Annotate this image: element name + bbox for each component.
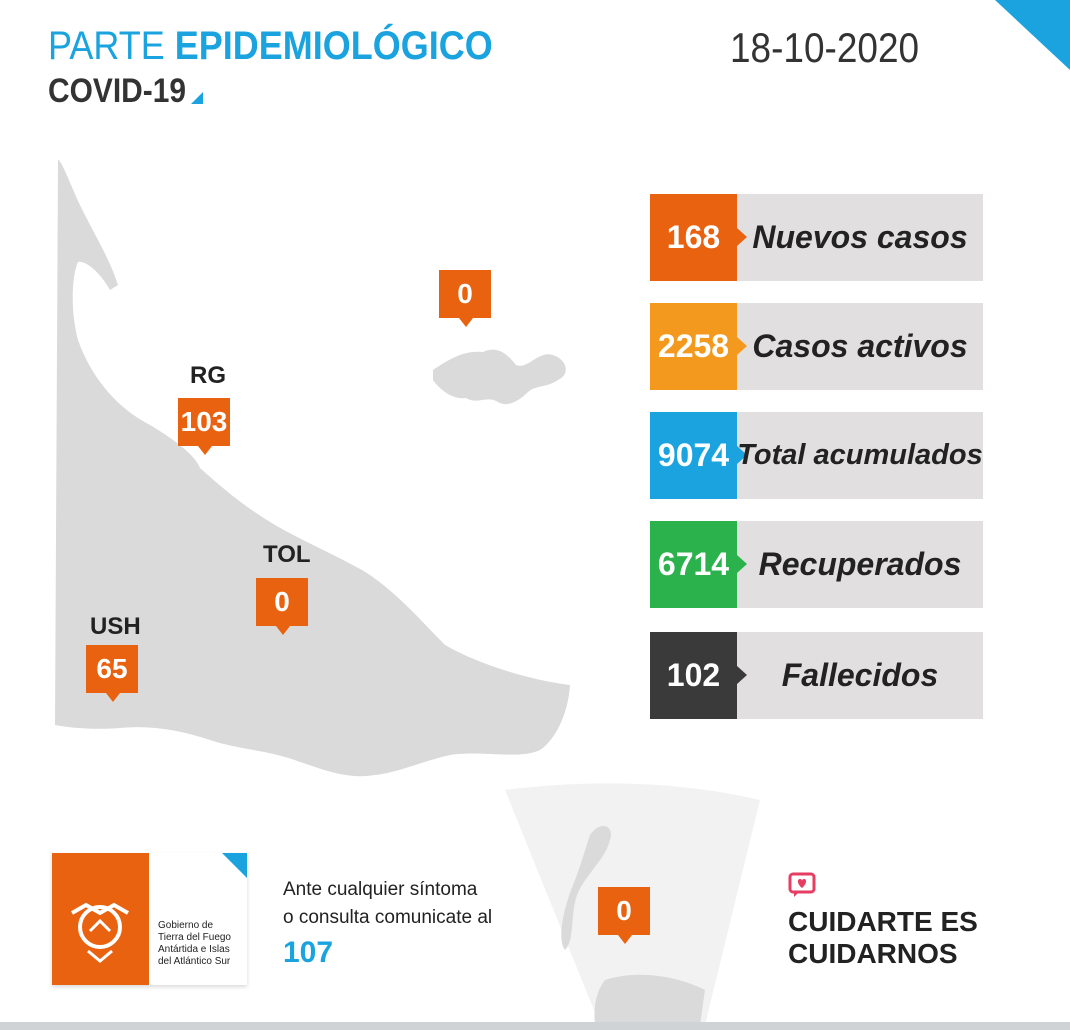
contact-text: Ante cualquier síntoma o consulta comuni… xyxy=(283,876,492,932)
corner-triangle-icon xyxy=(995,0,1070,70)
stat-fallecidos: 102 Fallecidos xyxy=(650,632,983,719)
stat-label: Fallecidos xyxy=(781,657,939,693)
subtitle: COVID-19 xyxy=(48,72,187,110)
gov-line: Tierra del Fuego xyxy=(158,932,231,943)
stat-total-acumulados: 9074 Total acumulados xyxy=(650,412,983,499)
slogan-line: CUIDARNOS xyxy=(788,938,958,969)
logo-corner-triangle-icon xyxy=(222,853,247,878)
stat-label: Recuperados xyxy=(758,546,962,582)
stat-nuevos-casos: 168 Nuevos casos xyxy=(650,194,983,281)
bottom-bar xyxy=(0,1022,1070,1030)
gov-line: del Atlántico Sur xyxy=(158,956,231,967)
stat-label: Total acumulados xyxy=(737,439,983,471)
heart-chat-icon xyxy=(788,872,816,897)
stat-value: 168 xyxy=(650,194,747,281)
tierra-del-fuego-map xyxy=(55,160,570,777)
marker-label-ush: USH xyxy=(90,613,141,640)
gov-line: Antártida e Islas xyxy=(158,944,230,955)
marker-value-rg: 103 xyxy=(178,398,230,455)
title-light: PARTE xyxy=(48,24,165,68)
contact-line: Ante cualquier síntoma xyxy=(283,879,478,900)
marker-value-malvinas: 0 xyxy=(439,270,491,327)
marker-value-ush: 65 xyxy=(86,645,138,702)
government-logo xyxy=(52,853,149,985)
government-name: Gobierno de Tierra del Fuego Antártida e… xyxy=(158,920,231,968)
phone-number[interactable]: 107 xyxy=(283,936,334,969)
stat-value: 6714 xyxy=(650,521,747,608)
government-crest-icon xyxy=(71,902,129,963)
malvinas-map xyxy=(433,349,566,405)
gov-line: Gobierno de xyxy=(158,920,214,931)
stat-value: 2258 xyxy=(650,303,747,390)
subtitle-accent-icon xyxy=(191,92,203,104)
stat-value: 9074 xyxy=(650,412,747,499)
marker-label-tol: TOL xyxy=(263,541,311,568)
report-date: 18-10-2020 xyxy=(730,24,920,71)
slogan: CUIDARTE ES CUIDARNOS xyxy=(788,906,978,970)
stat-label: Casos activos xyxy=(752,328,968,364)
page-title: PARTE EPIDEMIOLÓGICO xyxy=(48,24,493,69)
stat-recuperados: 6714 Recuperados xyxy=(650,521,983,608)
marker-label-rg: RG xyxy=(190,362,226,389)
stat-label: Nuevos casos xyxy=(752,219,968,255)
contact-line: o consulta comunicate al xyxy=(283,907,493,928)
slogan-line: CUIDARTE ES xyxy=(788,906,978,937)
stat-value: 102 xyxy=(650,632,747,719)
stat-casos-activos: 2258 Casos activos xyxy=(650,303,983,390)
marker-value-tol: 0 xyxy=(256,578,308,635)
title-bold: EPIDEMIOLÓGICO xyxy=(174,24,493,68)
marker-value-antartida: 0 xyxy=(598,887,650,944)
